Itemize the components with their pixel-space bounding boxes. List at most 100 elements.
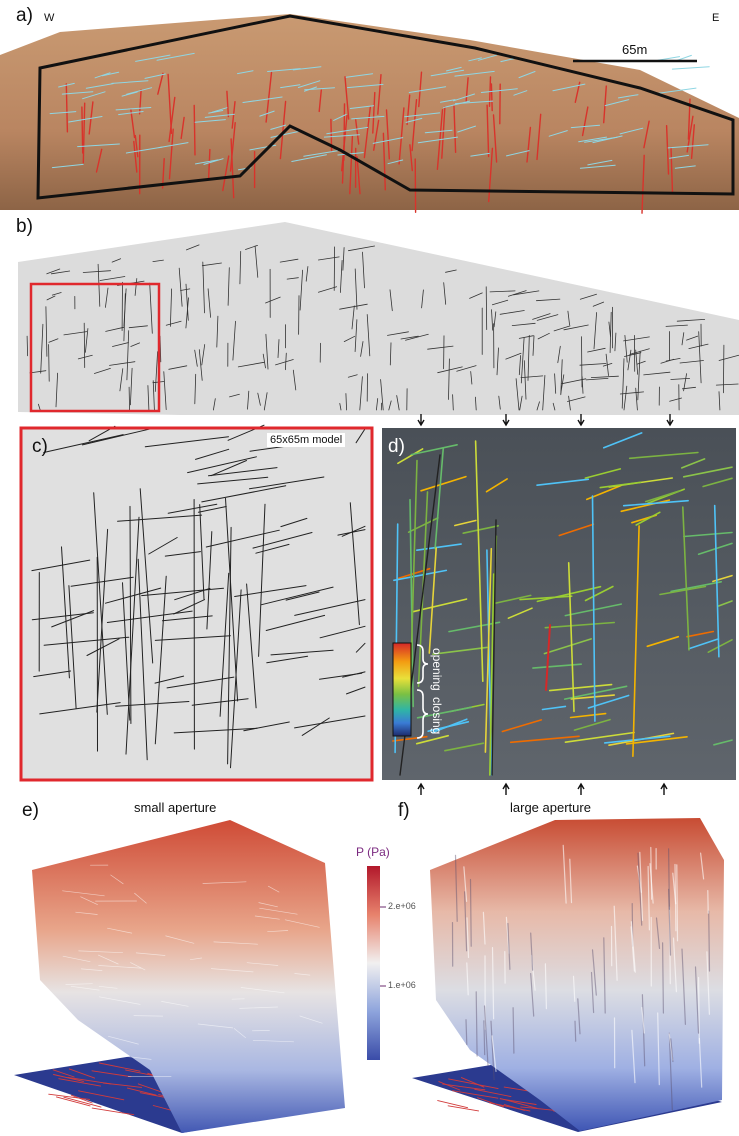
outcrop-fracture xyxy=(373,119,380,151)
outcrop-fracture xyxy=(490,83,493,112)
colorbar-title: P (Pa) xyxy=(356,845,390,859)
model-fracture xyxy=(43,434,124,453)
outcrop-fracture xyxy=(667,144,709,149)
network-fracture xyxy=(405,333,429,341)
network-fracture xyxy=(279,258,299,263)
network-fracture xyxy=(83,322,86,369)
pressure-surface-small xyxy=(14,820,345,1133)
network-fracture xyxy=(388,400,392,411)
network-fracture xyxy=(85,328,89,353)
surface-mesh-line xyxy=(252,1039,294,1043)
stress-fracture xyxy=(603,735,671,744)
network-fracture xyxy=(532,313,551,320)
network-fracture xyxy=(194,373,197,405)
base-fracture xyxy=(448,1078,499,1090)
network-fracture xyxy=(485,286,488,331)
network-fracture xyxy=(718,391,721,411)
outcrop-fracture xyxy=(363,106,371,159)
network-fracture xyxy=(581,336,583,388)
outcrop-fracture xyxy=(58,82,75,88)
network-fracture xyxy=(339,259,343,293)
model-fracture xyxy=(219,572,230,717)
stress-fracture xyxy=(670,580,723,593)
model-fracture xyxy=(144,436,229,448)
stress-fracture xyxy=(536,478,590,487)
stress-fracture xyxy=(680,458,706,469)
network-fracture xyxy=(552,402,556,411)
outcrop-fracture xyxy=(270,124,287,130)
network-fracture xyxy=(359,376,363,411)
network-fracture xyxy=(375,398,379,411)
outcrop-fracture xyxy=(674,165,696,169)
network-fracture xyxy=(568,395,571,411)
stress-fracture xyxy=(432,646,488,656)
outcrop-fracture xyxy=(168,96,176,143)
network-fracture xyxy=(48,338,59,343)
network-fracture xyxy=(227,267,230,306)
surface-mesh-line xyxy=(62,890,105,897)
outcrop-fracture xyxy=(82,102,86,164)
outcrop-fracture xyxy=(457,125,476,133)
stress-fracture xyxy=(686,630,715,638)
network-fracture xyxy=(38,403,41,411)
surface-relief-line xyxy=(630,921,636,973)
model-fracture xyxy=(195,448,230,460)
network-fracture xyxy=(111,258,121,263)
outcrop-fracture xyxy=(552,83,586,92)
surface-relief-line xyxy=(530,972,535,1017)
surface-mesh-line xyxy=(197,1023,234,1029)
network-fracture xyxy=(126,330,130,381)
stress-fracture xyxy=(584,585,614,602)
outcrop-fracture xyxy=(603,85,607,124)
large-surface-relief xyxy=(451,844,711,1111)
model-fracture xyxy=(197,476,269,485)
loading-arrows xyxy=(417,414,674,795)
outcrop-fracture xyxy=(406,94,411,126)
network-fracture xyxy=(520,375,544,379)
stress-fracture xyxy=(622,499,689,507)
model-fracture xyxy=(319,625,366,639)
outcrop-fracture xyxy=(345,73,374,78)
network-fracture xyxy=(532,335,535,356)
outcrop-fracture xyxy=(259,110,275,117)
base-fracture xyxy=(489,1102,531,1112)
surface-relief-line xyxy=(694,966,700,1034)
model-extent-box xyxy=(29,282,161,413)
model-fracture xyxy=(31,612,94,621)
network-fracture xyxy=(400,335,419,340)
network-fracture xyxy=(627,349,632,371)
outcrop-fracture xyxy=(356,156,361,195)
model-fracture xyxy=(148,537,178,555)
model-fracture xyxy=(173,727,258,734)
surface-mesh-line xyxy=(80,968,103,971)
outcrop-fracture xyxy=(337,152,364,156)
model-fracture xyxy=(260,586,334,606)
network-fracture xyxy=(354,319,358,353)
surface-relief-line xyxy=(491,1035,497,1073)
stress-fracture xyxy=(681,506,690,651)
outcrop-fracture xyxy=(453,105,457,154)
network-fracture xyxy=(342,247,345,271)
model-fracture xyxy=(197,506,227,513)
base-fracture xyxy=(126,1087,157,1096)
network-fracture xyxy=(239,250,242,285)
model-fracture xyxy=(206,531,213,630)
outcrop-fracture xyxy=(570,124,600,129)
base-fracture xyxy=(477,1097,504,1108)
network-fracture xyxy=(247,390,250,410)
network-fracture xyxy=(389,342,392,366)
network-fracture xyxy=(147,385,150,411)
outcrop-fracture xyxy=(207,148,211,180)
outcrop-fracture xyxy=(211,107,228,113)
stress-fracture xyxy=(702,477,733,488)
network-fracture xyxy=(185,244,200,251)
surface-mesh-line xyxy=(202,881,247,884)
surface-relief-line xyxy=(699,852,705,880)
network-fracture xyxy=(643,371,671,376)
model-fracture xyxy=(249,476,325,490)
network-fracture xyxy=(519,395,523,411)
outcrop-fracture xyxy=(156,52,195,61)
network-fracture xyxy=(380,379,384,411)
stress-fracture xyxy=(448,621,501,633)
surface-relief-line xyxy=(544,963,548,1010)
